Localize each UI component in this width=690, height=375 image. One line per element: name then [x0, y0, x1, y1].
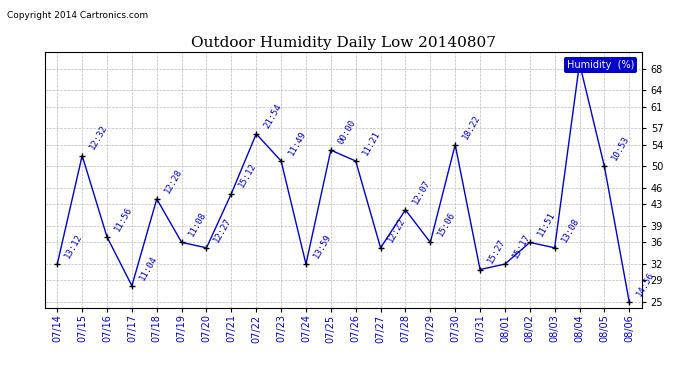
- Text: 21:54: 21:54: [262, 102, 283, 130]
- Text: 15:12: 15:12: [237, 162, 258, 189]
- Text: 12:07: 12:07: [411, 178, 432, 206]
- Text: 15:06: 15:06: [436, 210, 457, 238]
- Text: 14:56: 14:56: [635, 270, 656, 298]
- Text: 12:28: 12:28: [162, 167, 184, 195]
- Title: Outdoor Humidity Daily Low 20140807: Outdoor Humidity Daily Low 20140807: [191, 36, 495, 50]
- Text: 15:17: 15:17: [511, 232, 532, 260]
- Legend: Humidity  (%): Humidity (%): [564, 57, 637, 73]
- Text: 13:08: 13:08: [560, 216, 582, 244]
- Text: 12:27: 12:27: [212, 216, 233, 244]
- Text: 13:59: 13:59: [311, 232, 333, 260]
- Text: 18:22: 18:22: [461, 113, 482, 141]
- Text: 12:32: 12:32: [88, 124, 109, 152]
- Text: 11:56: 11:56: [112, 205, 134, 233]
- Text: 11:21: 11:21: [362, 129, 382, 157]
- Text: Copyright 2014 Cartronics.com: Copyright 2014 Cartronics.com: [7, 11, 148, 20]
- Text: 00:00: 00:00: [337, 118, 357, 146]
- Text: 11:04: 11:04: [137, 254, 159, 282]
- Text: 11:49: 11:49: [286, 129, 308, 157]
- Text: 11:08: 11:08: [187, 210, 208, 238]
- Text: 12:22: 12:22: [386, 216, 407, 244]
- Text: 15:27: 15:27: [486, 238, 507, 266]
- Text: 10:53: 10:53: [610, 135, 631, 162]
- Text: 11:51: 11:51: [535, 210, 557, 238]
- Text: 13:12: 13:12: [63, 232, 84, 260]
